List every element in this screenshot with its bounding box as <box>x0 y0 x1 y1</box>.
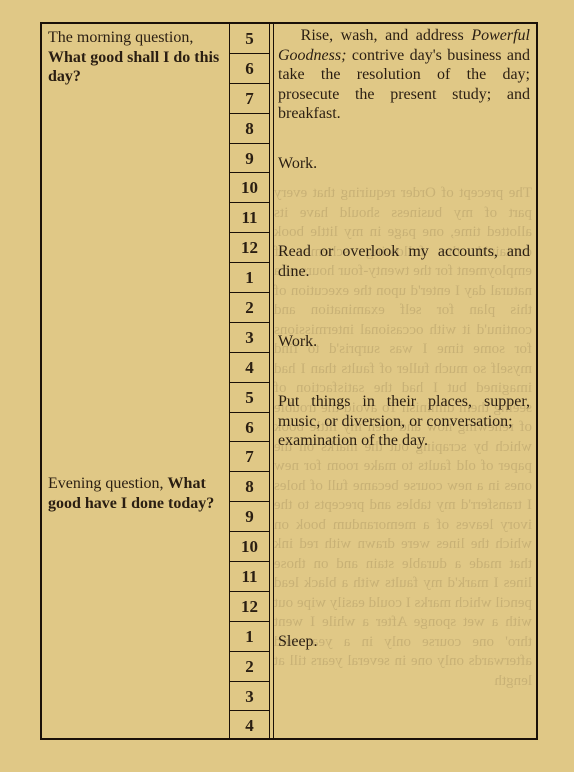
activity-block: Rise, wash, and address Powerful Goodnes… <box>278 26 530 124</box>
hour-cell: 11 <box>230 562 269 592</box>
morning-question-lead: The morning question, <box>48 29 193 46</box>
questions-column: The morning question, What good shall I … <box>42 24 230 738</box>
hour-cell: 11 <box>230 203 269 233</box>
hours-column: 567891011121234567891011121234 <box>230 24 270 738</box>
hour-cell: 4 <box>230 711 269 741</box>
evening-question: Evening question, What good have I done … <box>48 474 223 513</box>
hour-cell: 5 <box>230 24 269 54</box>
evening-question-lead: Evening question, <box>48 475 168 492</box>
morning-question: The morning question, What good shall I … <box>48 28 223 87</box>
activity-block: Sleep. <box>278 632 530 652</box>
hour-cell: 8 <box>230 472 269 502</box>
hour-cell: 2 <box>230 652 269 682</box>
hour-cell: 9 <box>230 144 269 174</box>
activities-column: The precept of Order requiring that ever… <box>270 24 536 738</box>
hour-cell: 7 <box>230 84 269 114</box>
hour-cell: 9 <box>230 502 269 532</box>
hour-cell: 3 <box>230 682 269 712</box>
hour-cell: 6 <box>230 54 269 84</box>
page: The morning question, What good shall I … <box>40 22 544 740</box>
schedule-frame: The morning question, What good shall I … <box>40 22 538 740</box>
hour-cell: 5 <box>230 383 269 413</box>
activity-block: Put things in their places, supper, musi… <box>278 392 530 451</box>
hour-cell: 2 <box>230 293 269 323</box>
activity-block: Work. <box>278 332 530 352</box>
hour-cell: 7 <box>230 442 269 472</box>
hour-cell: 8 <box>230 114 269 144</box>
hour-cell: 12 <box>230 592 269 622</box>
morning-question-text: What good shall I do this day? <box>48 49 219 86</box>
hour-cell: 12 <box>230 233 269 263</box>
hour-cell: 4 <box>230 353 269 383</box>
activity-block: Read or overlook my accounts, and dine. <box>278 242 530 281</box>
hour-cell: 6 <box>230 413 269 443</box>
hour-cell: 10 <box>230 173 269 203</box>
hour-cell: 3 <box>230 323 269 353</box>
hour-cell: 1 <box>230 622 269 652</box>
hour-cell: 1 <box>230 263 269 293</box>
activity-block: Work. <box>278 154 530 174</box>
hour-cell: 10 <box>230 532 269 562</box>
